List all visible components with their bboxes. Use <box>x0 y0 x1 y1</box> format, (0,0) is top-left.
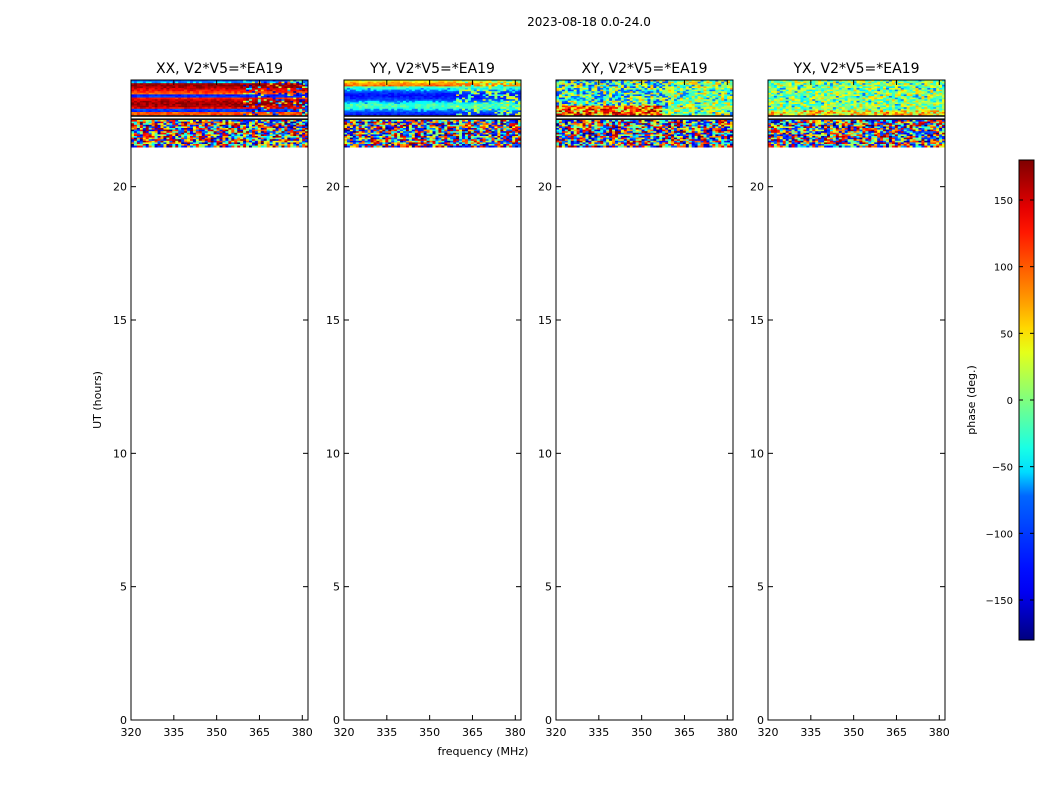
colorbar-tick-label: 150 <box>994 196 1013 207</box>
y-tick-label: 0 <box>545 714 552 727</box>
heatmap-xy <box>556 80 734 148</box>
y-tick-label: 15 <box>113 314 127 327</box>
panel-frame <box>343 79 522 721</box>
colorbar-tick-label: −50 <box>992 463 1013 474</box>
y-tick-label: 20 <box>113 181 127 194</box>
panel-title: XX, V2*V5=*EA19 <box>156 61 283 77</box>
colorbar-tick-label: −100 <box>986 529 1013 540</box>
heatmap-yx <box>768 80 946 148</box>
figure-title: 2023-08-18 0.0-24.0 <box>527 15 651 29</box>
x-tick-label: 380 <box>929 726 950 739</box>
panel-frame <box>767 79 946 721</box>
x-tick-label: 350 <box>206 726 227 739</box>
panel-title: YX, V2*V5=*EA19 <box>793 61 920 77</box>
y-tick-label: 5 <box>757 581 764 594</box>
colorbar-tick-label: 100 <box>994 263 1013 274</box>
x-tick-label: 365 <box>674 726 695 739</box>
x-tick-label: 365 <box>462 726 483 739</box>
colorbar-label: phase (deg.) <box>965 365 978 435</box>
x-tick-label: 380 <box>505 726 526 739</box>
panel-xy: XY, V2*V5=*EA19 320 335 350 365 380 0 5 10 15 20 <box>538 61 738 739</box>
colorbar-tick-label: 0 <box>1007 396 1013 407</box>
colorbar: 150 100 50 0 −50 −100 −150 <box>986 159 1035 641</box>
y-tick-label: 15 <box>750 314 764 327</box>
y-tick-label: 0 <box>120 714 127 727</box>
colorbar-tick-label: 50 <box>1000 329 1013 340</box>
panel-title: YY, V2*V5=*EA19 <box>369 61 495 77</box>
y-axis-label: UT (hours) <box>91 371 104 429</box>
panel-xx: XX, V2*V5=*EA19 320 335 350 365 380 0 5 10 15 20 <box>113 61 313 739</box>
heatmap-yy <box>344 80 522 148</box>
x-tick-label: 380 <box>292 726 313 739</box>
x-tick-label: 335 <box>163 726 184 739</box>
y-tick-label: 20 <box>538 181 552 194</box>
y-tick-label: 10 <box>538 447 552 460</box>
y-tick-label: 5 <box>120 581 127 594</box>
x-axis-label: frequency (MHz) <box>438 745 529 758</box>
y-tick-label: 10 <box>750 447 764 460</box>
x-tick-label: 320 <box>121 726 142 739</box>
y-tick-label: 0 <box>757 714 764 727</box>
x-tick-label: 335 <box>376 726 397 739</box>
y-tick-label: 20 <box>326 181 340 194</box>
x-tick-label: 335 <box>800 726 821 739</box>
y-tick-label: 10 <box>326 447 340 460</box>
x-tick-label: 380 <box>717 726 738 739</box>
y-tick-label: 20 <box>750 181 764 194</box>
x-tick-label: 320 <box>334 726 355 739</box>
y-tick-label: 15 <box>326 314 340 327</box>
x-tick-label: 350 <box>631 726 652 739</box>
x-tick-label: 365 <box>886 726 907 739</box>
panel-frame <box>555 79 734 721</box>
panel-frame <box>130 79 309 721</box>
colorbar-tick-label: −150 <box>986 596 1013 607</box>
panel-yx: YX, V2*V5=*EA19 320 335 350 365 380 0 5 10 15 20 <box>750 61 950 739</box>
panel-title: XY, V2*V5=*EA19 <box>582 61 708 77</box>
x-tick-label: 365 <box>249 726 270 739</box>
x-tick-label: 335 <box>588 726 609 739</box>
y-tick-label: 5 <box>545 581 552 594</box>
y-tick-label: 10 <box>113 447 127 460</box>
y-tick-label: 15 <box>538 314 552 327</box>
heatmap-xx <box>131 80 309 148</box>
x-tick-label: 350 <box>419 726 440 739</box>
x-tick-label: 320 <box>758 726 779 739</box>
y-tick-label: 0 <box>333 714 340 727</box>
x-tick-label: 320 <box>546 726 567 739</box>
x-tick-label: 350 <box>843 726 864 739</box>
panel-yy: YY, V2*V5=*EA19 320 335 350 365 380 0 5 10 15 20 <box>326 61 526 739</box>
y-tick-label: 5 <box>333 581 340 594</box>
